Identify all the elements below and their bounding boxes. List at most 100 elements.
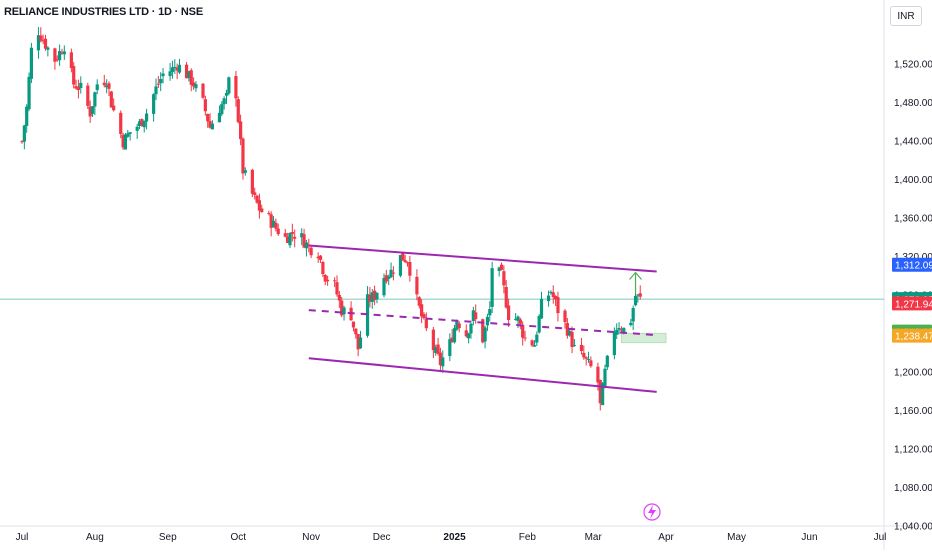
candle-body (563, 310, 567, 323)
candle-body (276, 228, 280, 235)
time-tick-label: Jun (801, 532, 817, 543)
price-tag-box (892, 328, 932, 343)
candle-body (217, 112, 222, 123)
candle-body (255, 195, 259, 203)
candle-body (323, 274, 327, 282)
candle-body (605, 355, 609, 368)
candle-body (194, 84, 198, 89)
candle-body (260, 208, 264, 213)
candle-body (391, 272, 396, 274)
price-tick-label: 1,200.00 (894, 368, 932, 379)
currency-button[interactable]: INR (890, 6, 922, 26)
channel-upper-line (308, 244, 657, 273)
candle-body (417, 297, 421, 306)
symbol-title[interactable]: RELIANCE INDUSTRIES LTD · 1D · NSE (4, 6, 203, 18)
candle-body (316, 256, 320, 259)
candle-body (572, 344, 577, 346)
candle-body (126, 133, 130, 137)
time-tick-label: Jul (16, 532, 29, 543)
candle-body (250, 169, 254, 194)
candle-body (554, 295, 558, 300)
candle-body (39, 35, 43, 41)
candle-body (152, 94, 156, 114)
candle-body (598, 379, 602, 404)
candle-body (203, 99, 207, 112)
candle-body (239, 121, 243, 140)
channel-lower-line (308, 357, 657, 393)
candle-body (227, 77, 231, 94)
candle-body (60, 52, 64, 54)
candle-body (485, 316, 490, 326)
candle-body (121, 134, 125, 148)
time-tick-label: Feb (519, 532, 537, 543)
candle-body (307, 244, 311, 247)
candle-body (72, 66, 76, 85)
candle-body (88, 106, 92, 117)
candle-body (95, 84, 99, 91)
event-lightning-icon[interactable] (643, 503, 661, 521)
candle-body (537, 315, 541, 333)
candle-body (450, 337, 454, 342)
candle-body (570, 332, 574, 348)
candle-body (79, 82, 83, 89)
candle-body (154, 86, 158, 95)
candle-body (333, 280, 337, 282)
candle-body (387, 276, 391, 279)
candle-body (236, 99, 240, 123)
time-tick-label: Apr (658, 532, 674, 543)
time-tick-label: 2025 (443, 532, 466, 543)
candle-body (471, 310, 475, 322)
demand-zone-rect (621, 332, 667, 344)
candle-body (636, 294, 640, 296)
price-tick-label: 1,400.00 (894, 175, 932, 186)
candle-body (119, 112, 123, 134)
candle-body (243, 170, 247, 173)
candle-body (140, 119, 144, 127)
price-tag-label: 1,238.47 (895, 332, 932, 343)
candle-body (304, 242, 309, 249)
candle-body (55, 59, 59, 61)
candle-body (584, 357, 588, 359)
candle-body (490, 268, 494, 307)
time-tick-label: Dec (373, 532, 391, 543)
candle-body (25, 106, 29, 126)
candle-body (530, 340, 534, 346)
candle-body (325, 279, 330, 282)
candle-body (457, 323, 461, 329)
candle-body (516, 316, 520, 321)
price-tick-label: 1,080.00 (894, 483, 932, 494)
time-tick-label: May (727, 532, 746, 543)
candle-body (274, 222, 278, 229)
candle-body (506, 305, 511, 321)
price-tick-label: 1,120.00 (894, 445, 932, 456)
event-lightning-glyph (648, 505, 656, 519)
candle-body (603, 368, 607, 386)
candle-body (549, 291, 553, 294)
time-tick-label: Jul (874, 532, 887, 543)
candle-body (373, 290, 377, 301)
candle-body (27, 76, 31, 110)
candle-body (335, 282, 339, 295)
candle-body (22, 125, 26, 142)
candle-body (90, 106, 95, 114)
candle-body (107, 83, 111, 89)
candle-body (441, 357, 445, 367)
candle-body (173, 66, 177, 68)
candle-body (424, 319, 428, 329)
candle-body (257, 200, 262, 211)
candle-body (389, 269, 393, 278)
candle-body (93, 92, 97, 107)
candle-body (448, 339, 452, 356)
candle-body (633, 295, 638, 306)
candle-body (53, 48, 57, 62)
candle-body (29, 47, 34, 79)
candle-body (220, 104, 224, 115)
candle-body (177, 64, 182, 73)
candle-body (206, 113, 210, 122)
candle-body (368, 294, 372, 302)
candle-body (398, 255, 403, 276)
time-tick-label: Aug (86, 532, 104, 543)
price-tag-label: 1,312.09 (895, 261, 932, 272)
